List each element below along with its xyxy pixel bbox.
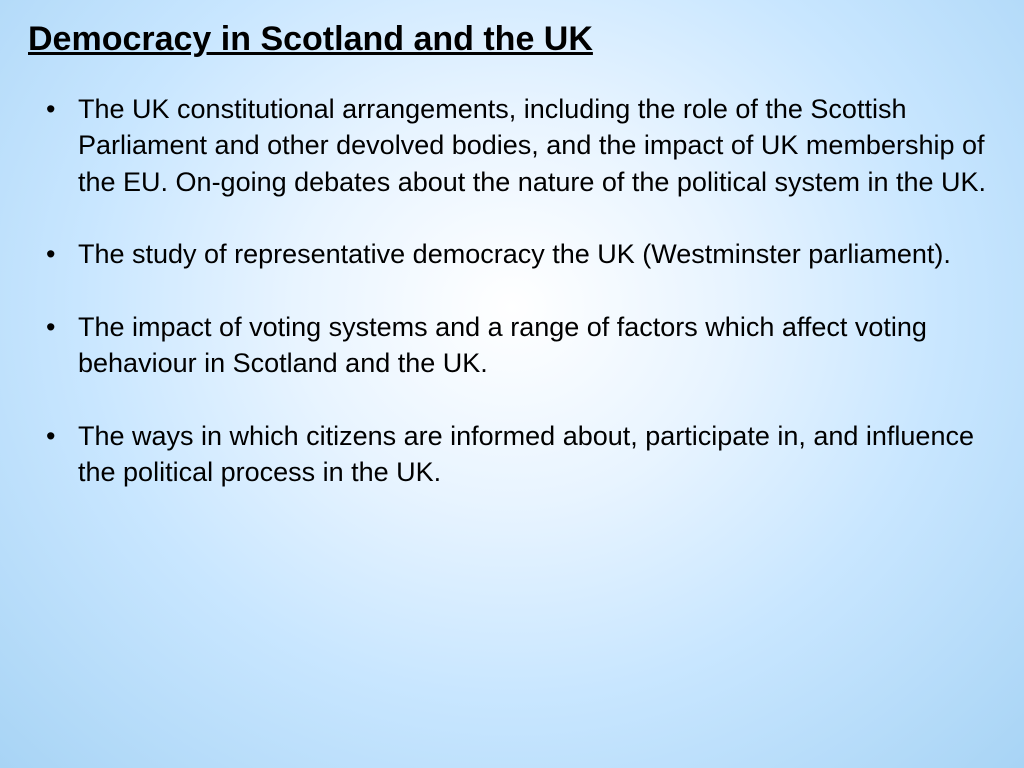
- bullet-list: The UK constitutional arrangements, incl…: [28, 91, 996, 491]
- slide-container: Democracy in Scotland and the UK The UK …: [0, 0, 1024, 768]
- bullet-item: The impact of voting systems and a range…: [46, 309, 996, 382]
- bullet-item: The ways in which citizens are informed …: [46, 418, 996, 491]
- bullet-item: The study of representative democracy th…: [46, 236, 996, 272]
- slide-title: Democracy in Scotland and the UK: [28, 20, 996, 59]
- bullet-item: The UK constitutional arrangements, incl…: [46, 91, 996, 200]
